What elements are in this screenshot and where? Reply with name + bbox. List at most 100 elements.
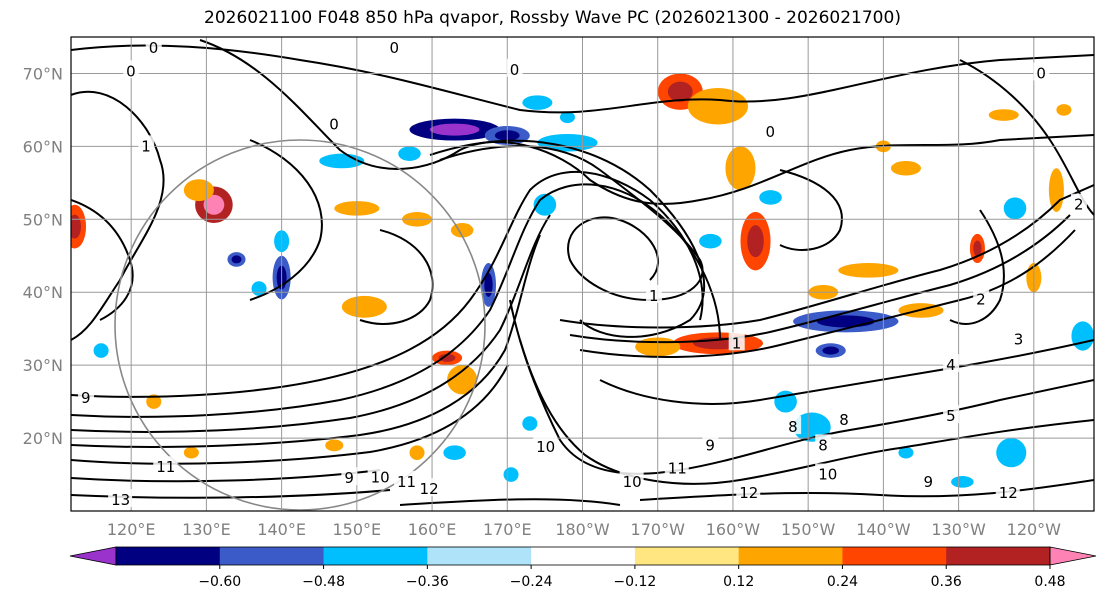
qvapor-anomaly-core — [438, 353, 456, 362]
qvapor-anomaly-patch — [699, 233, 722, 249]
contour-label-bg — [728, 332, 745, 351]
qvapor-anomaly-patch — [687, 88, 748, 125]
contour-label-bg — [1070, 193, 1087, 212]
contour-label: 10 — [371, 468, 390, 486]
contour-label: 11 — [156, 458, 175, 476]
reference-circle-layer — [114, 139, 486, 511]
longitude-tick-label: 160°E — [408, 520, 457, 539]
colorbar-extend-low — [69, 546, 117, 566]
contour-label: 4 — [946, 356, 956, 374]
colorbar-tick-label: 0.36 — [931, 574, 962, 590]
map-title: 2026021100 F048 850 hPa qvapor, Rossby W… — [204, 8, 901, 28]
qvapor-anomaly-patch — [1003, 197, 1027, 220]
contour-label: 11 — [397, 473, 416, 491]
qvapor-anomaly-core — [667, 81, 693, 102]
qvapor-anomaly-patch — [183, 179, 214, 202]
colorbar-tick-label: −0.24 — [510, 574, 553, 590]
contour-label: 8 — [839, 411, 849, 429]
latitude-tick-label: 70°N — [23, 64, 63, 83]
contour-label-bg — [108, 489, 133, 508]
colorbar-frame — [115, 546, 1051, 566]
contour-label: 0 — [149, 39, 159, 57]
contour-label: 0 — [766, 123, 776, 141]
contour-label-bg — [762, 120, 779, 139]
longitude-tick-labels: 120°E 130°E 140°E 150°E 160°E 170°E 180°W 170°W… — [107, 520, 1061, 539]
qvapor-anomaly-patch — [725, 146, 756, 191]
colorbar-tick-label: 0.24 — [827, 574, 858, 590]
qvapor-anomaly-patch — [898, 446, 914, 459]
longitude-tick-label: 150°W — [781, 520, 836, 539]
qvapor-anomaly-core — [203, 194, 225, 215]
qvapor-anomaly-patch — [1056, 104, 1072, 116]
contour-label-bg — [145, 37, 162, 55]
qvapor-anomaly-patch — [996, 438, 1027, 468]
colorbar-segment — [946, 547, 1051, 565]
qvapor-anomaly-core — [747, 225, 764, 258]
contour-line — [569, 214, 1071, 344]
colorbar-tick-label: −0.60 — [198, 574, 241, 590]
latitude-tick-labels: 20°N 30°N 40°N 50°N 60°N 70°N — [23, 64, 63, 448]
contour-label-bg — [341, 467, 358, 486]
contour-label-bg — [123, 60, 140, 79]
contour-label-bg — [920, 470, 937, 489]
contour-label-bg — [836, 408, 853, 427]
latitude-tick-label: 50°N — [23, 210, 63, 229]
contour-label-bg — [1033, 62, 1050, 81]
contour-label-bg — [702, 434, 719, 453]
longitude-tick-label: 170°E — [483, 520, 532, 539]
qvapor-anomaly-patch — [1048, 168, 1064, 213]
qvapor-anomaly-core — [71, 214, 81, 239]
longitude-tick-label: 140°E — [257, 520, 306, 539]
colorbar-extend-high — [1049, 546, 1097, 566]
qvapor-anomaly-patch — [533, 193, 557, 216]
qvapor-anomaly-patch — [183, 446, 199, 459]
latitude-tick-label: 30°N — [23, 356, 63, 375]
contour-line — [71, 234, 541, 448]
qvapor-anomaly-patch — [325, 439, 344, 452]
contour-label: 11 — [668, 460, 687, 478]
contour-label-bg — [367, 466, 392, 485]
contour-label-bg — [78, 386, 95, 405]
qvapor-anomaly-patch — [93, 343, 109, 358]
contour-label: 10 — [818, 466, 837, 484]
qvapor-anomaly-patch — [1071, 321, 1094, 351]
contour-line — [199, 39, 1094, 205]
contour-label-bg — [815, 434, 832, 453]
qvapor-anomaly-patch — [443, 445, 466, 460]
contour-label: 2 — [976, 291, 986, 309]
colorbar-segment — [634, 547, 740, 565]
latitude-tick-label: 40°N — [23, 283, 63, 302]
contour-line — [359, 229, 434, 325]
qvapor-anomaly-core — [231, 255, 242, 264]
contour-label: 0 — [510, 61, 520, 79]
contour-label-bg — [393, 470, 418, 489]
reference-circle — [114, 139, 486, 511]
longitude-tick-label: 130°E — [182, 520, 231, 539]
colorbar-tick-label: −0.36 — [406, 574, 449, 590]
colorbar-tick-label: −0.12 — [613, 574, 656, 590]
longitude-tick-label: 150°E — [333, 520, 382, 539]
contour-label: 9 — [924, 473, 934, 491]
qvapor-anomaly-core — [429, 123, 480, 136]
contour-line — [579, 229, 1076, 358]
qvapor-anomaly-patch — [146, 394, 162, 409]
contour-label: 1 — [732, 334, 742, 352]
colorbar-segment — [842, 547, 947, 565]
contour-label-bg — [645, 284, 662, 303]
qvapor-anomaly-patch — [341, 295, 387, 318]
contour-label: 12 — [739, 484, 758, 502]
contour-line — [71, 170, 704, 398]
qvapor-anomaly-patch — [951, 475, 974, 488]
contour-label: 2 — [1074, 196, 1084, 214]
contour-line — [249, 139, 323, 301]
longitude-tick-label: 170°W — [631, 520, 686, 539]
contour-label: 0 — [329, 116, 339, 134]
contour-line — [399, 498, 621, 506]
contour-label: 10 — [623, 473, 642, 491]
qvapor-anomaly-patch — [447, 365, 478, 395]
qvapor-anomaly-patch — [988, 109, 1019, 121]
contour-label-bg — [1010, 328, 1027, 347]
contour-label: 9 — [81, 389, 91, 407]
